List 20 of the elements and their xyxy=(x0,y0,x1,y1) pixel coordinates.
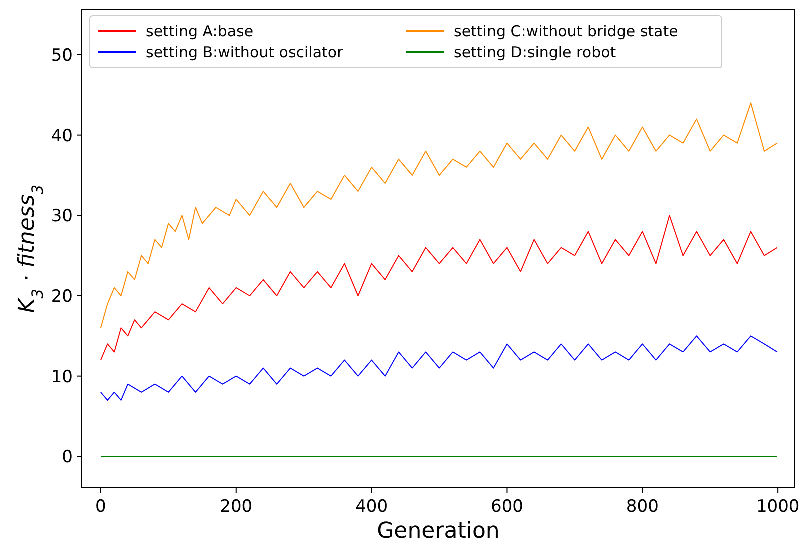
legend-label: setting A:base xyxy=(146,22,254,40)
legend-label: setting B:without oscilator xyxy=(146,43,344,62)
x-tick-label: 600 xyxy=(491,497,524,517)
y-tick-label: 40 xyxy=(51,126,73,146)
y-tick-label: 50 xyxy=(51,46,73,66)
line-series xyxy=(100,336,778,401)
legend-label: setting D:single robot xyxy=(454,43,616,62)
y-tick-label: 0 xyxy=(62,448,73,468)
y-tick-label: 10 xyxy=(51,367,73,388)
x-tick-label: 1000 xyxy=(756,497,800,517)
line-series xyxy=(100,102,778,329)
legend-label: setting C:without bridge state xyxy=(454,22,678,40)
x-tick-label: 400 xyxy=(356,497,388,517)
x-tick-label: 200 xyxy=(220,497,253,517)
x-tick-label: 800 xyxy=(626,497,659,517)
y-tick-label: 20 xyxy=(51,286,73,307)
line-series xyxy=(100,215,778,361)
x-tick-label: 0 xyxy=(96,497,106,517)
y-tick-label: 30 xyxy=(51,206,73,227)
x-axis-title: Generation xyxy=(377,519,500,544)
